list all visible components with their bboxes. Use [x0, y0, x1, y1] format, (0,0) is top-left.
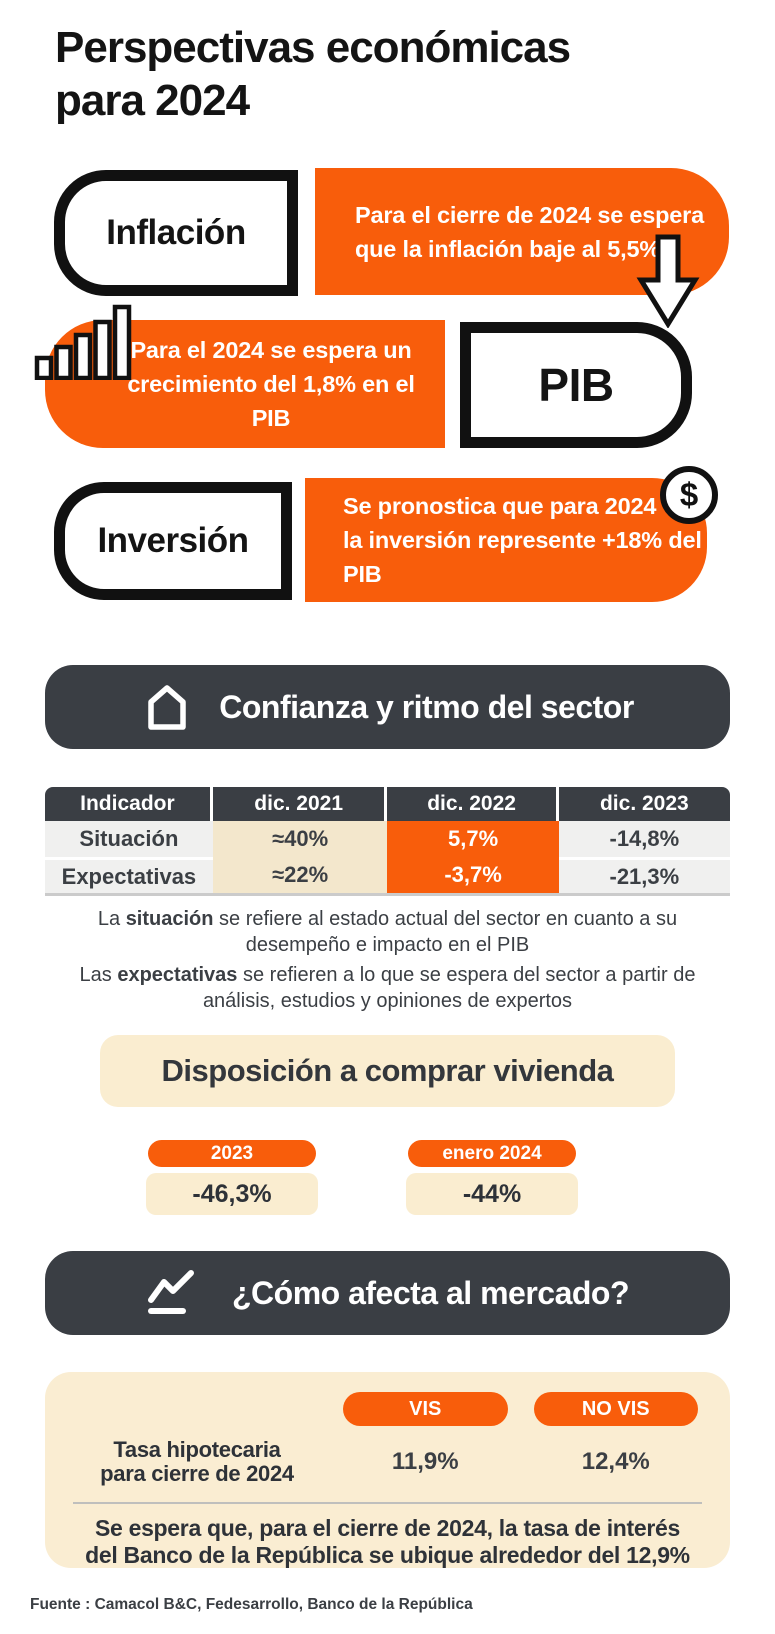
inflacion-label: Inflación — [106, 213, 246, 252]
disposicion-stats: 2023 -46,3% enero 2024 -44% — [146, 1140, 578, 1215]
dollar-icon: $ — [660, 466, 718, 524]
table-cell: ≈40% — [212, 821, 388, 857]
table-cell: -21,3% — [558, 857, 730, 893]
no-vis-value: 12,4% — [581, 1447, 650, 1475]
source-footer: Fuente : Camacol B&C, Fedesarrollo, Banc… — [30, 1596, 473, 1613]
disposicion-headline: Disposición a comprar vivienda — [100, 1035, 675, 1107]
pib-text-line1: Para el 2024 se espera un — [130, 337, 412, 363]
banco-republica-note: Se espera que, para el cierre de 2024, l… — [85, 1514, 690, 1568]
table-row: Expectativas ≈22% -3,7% -21,3% — [45, 857, 730, 893]
stat-enero-2024-value: -44% — [406, 1173, 578, 1215]
inflacion-label-pill: Inflación — [54, 170, 298, 296]
table-cell: -3,7% — [387, 857, 559, 893]
table-bottom-border — [45, 893, 730, 896]
trend-line-icon — [148, 1270, 194, 1314]
page-title-line2: para 2024 — [55, 75, 250, 125]
stat-2023: 2023 -46,3% — [146, 1140, 318, 1215]
confianza-banner-title: Confianza y ritmo del sector — [219, 688, 634, 725]
confianza-table: Indicador dic. 2021 dic. 2022 dic. 2023 … — [45, 787, 730, 896]
confianza-banner: Confianza y ritmo del sector — [45, 665, 730, 749]
table-row: Situación ≈40% 5,7% -14,8% — [45, 821, 730, 857]
inversion-text-box: Se pronostica que para 2024 la inversión… — [305, 478, 707, 602]
situacion-note: La situación se refiere al estado actual… — [97, 908, 678, 957]
mercado-banner-title: ¿Cómo afecta al mercado? — [232, 1274, 630, 1311]
tasa-grid: VIS NO VIS Tasa hipotecaria para cierre … — [77, 1392, 698, 1486]
table-cell: Expectativas — [45, 857, 213, 893]
tasa-row-label: Tasa hipotecaria para cierre de 2024 — [100, 1437, 294, 1486]
table-header-dic2021: dic. 2021 — [212, 787, 388, 821]
pib-label: PIB — [538, 359, 614, 411]
tasa-hipotecaria-panel: VIS NO VIS Tasa hipotecaria para cierre … — [45, 1372, 730, 1568]
table-header-indicador: Indicador — [45, 787, 213, 821]
inversion-label: Inversión — [97, 521, 249, 560]
page-title: Perspectivas económicas para 2024 — [55, 22, 571, 128]
expectativas-note: Las expectativas se refieren a lo que se… — [79, 964, 696, 1013]
pib-label-pill: PIB — [460, 322, 692, 448]
inflacion-text-line2: que la inflación baje al 5,5% — [355, 235, 661, 262]
table-cell: -14,8% — [558, 821, 730, 857]
house-icon — [148, 685, 186, 730]
table-header-row: Indicador dic. 2021 dic. 2022 dic. 2023 — [45, 787, 730, 821]
growth-bars-icon — [34, 304, 132, 380]
table-cell: 5,7% — [387, 821, 559, 857]
stat-2023-value: -46,3% — [146, 1173, 318, 1215]
vis-value: 11,9% — [391, 1447, 459, 1475]
stat-enero-2024-pill: enero 2024 — [408, 1140, 576, 1167]
table-cell: Situación — [45, 821, 213, 857]
down-arrow-icon — [636, 234, 700, 328]
inversion-label-pill: Inversión — [54, 482, 292, 600]
vis-pill: VIS — [343, 1392, 508, 1426]
panel-divider — [73, 1501, 702, 1504]
mercado-banner: ¿Cómo afecta al mercado? — [45, 1251, 730, 1335]
stat-enero-2024: enero 2024 -44% — [406, 1140, 578, 1215]
stat-2023-pill: 2023 — [148, 1140, 316, 1167]
inflacion-text-box: Para el cierre de 2024 se espera que la … — [315, 168, 729, 295]
table-header-dic2023: dic. 2023 — [558, 787, 730, 821]
inflacion-text-line1: Para el cierre de 2024 se espera — [355, 201, 704, 228]
inversion-text-line2: la inversión represente +18% del PIB — [343, 527, 702, 587]
pib-text-box: Para el 2024 se espera un crecimiento de… — [45, 320, 445, 448]
table-cell: ≈22% — [212, 857, 388, 893]
table-header-dic2022: dic. 2022 — [387, 787, 559, 821]
pib-text-line2: crecimiento del 1,8% en el PIB — [127, 371, 415, 431]
no-vis-pill: NO VIS — [533, 1392, 698, 1426]
page-title-line1: Perspectivas económicas — [55, 23, 571, 72]
inversion-text-line1: Se pronostica que para 2024 — [343, 493, 657, 519]
